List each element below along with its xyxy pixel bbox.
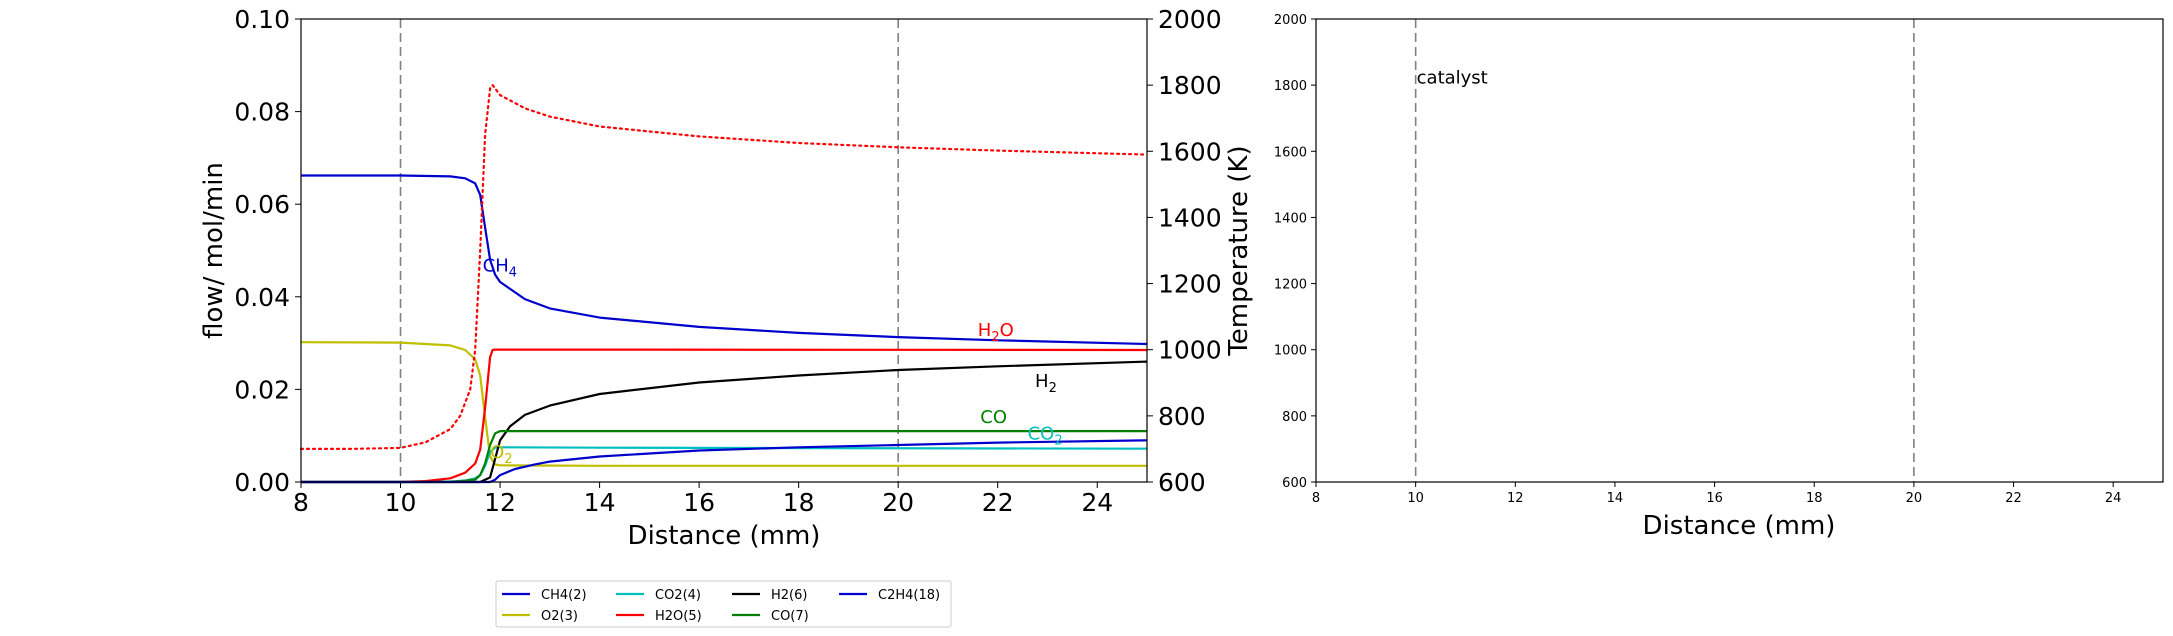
right-y-tick-label: 1800 [1158,71,1222,100]
right-y-tick-label: 1400 [1158,203,1222,232]
right-y-axis-label: Temperature (K) [1224,145,1254,356]
right-x-axis-label: Distance (mm) [1643,511,1836,541]
species-label: CO2 [1028,423,1063,448]
right-y-tick-label: 600 [1282,476,1307,491]
legend-box [495,580,952,628]
left-ticks: 8 10 12 14 16 18 20 22 24 0.00 0.02 0.04 0.06 0.08 0.1… [234,5,1221,517]
left-x-tick-label: 24 [1081,488,1113,517]
species-label: H2 [1035,371,1057,396]
right-y-tick-label: 1800 [1274,79,1307,94]
right-y-tick-label: 800 [1158,402,1206,431]
left-annotations: CH4 H2O H2 CO CO2 O2 [483,255,1063,467]
left-x-tick-label: 20 [882,488,914,517]
left-y-tick-label: 0.06 [234,190,290,219]
right-y-tick-label: 800 [1282,410,1307,425]
right-y-tick-label: 1400 [1274,211,1307,226]
right-x-tick-label: 14 [1607,491,1624,506]
series-line-o23 [300,341,1147,467]
right-y-tick-label: 1000 [1274,344,1307,359]
legend-label: CH4(2) [541,588,587,603]
right-x-tick-label: 20 [1906,491,1923,506]
left-y-tick-label: 0.02 [234,375,290,404]
series-line-c2h418 [301,439,1148,484]
species-label: O2 [490,442,512,467]
left-x-tick-label: 16 [683,488,715,517]
left-y-tick-label: 0.08 [234,98,290,127]
right-y-tick-label: 1600 [1274,145,1307,160]
right-x-tick-label: 16 [1706,491,1723,506]
legend-label: H2O(5) [655,609,702,624]
right-x-tick-label: 18 [1806,491,1823,506]
left-plot-area [299,19,1149,484]
left-x-tick-label: 12 [484,488,516,517]
left-x-axis-label: Distance (mm) [628,521,821,551]
species-label: CH4 [483,255,517,280]
left-y-tick-label: 0.00 [234,468,290,497]
series-line-co24 [301,446,1148,484]
right-chart: 8 10 12 14 16 18 20 22 24 600 800 1000 1200 1400 1600 1… [1274,13,2164,541]
left-chart: 8 10 12 14 16 18 20 22 24 0.00 0.02 0.04 0.06 0.08 0.1… [199,5,1254,628]
left-x-tick-label: 22 [982,488,1014,517]
right-y-tick-label: 1000 [1158,336,1222,365]
left-y-tick-label: 0.04 [234,283,290,312]
legend-label: CO2(4) [655,588,701,603]
left-y-tick-label: 0.10 [234,5,290,34]
right-annotations: catalyst [1417,68,1488,89]
right-y-tick-label: 2000 [1274,13,1307,28]
right-x-tick-label: 10 [1407,491,1424,506]
right-y-tick-label: 600 [1158,468,1206,497]
right-ticks: 8 10 12 14 16 18 20 22 24 600 800 1000 1200 1400 1600 1… [1274,13,2122,506]
right-x-tick-label: 8 [1312,491,1320,506]
legend: CH4(2) O2(3) CO2(4) H2O(5) H2(6) CO(7) C2H4(18… [495,580,952,628]
right-y-tick-label: 1600 [1158,137,1222,166]
left-x-tick-label: 18 [783,488,815,517]
series-line-h2o5 [301,348,1148,484]
series-line-t [299,83,1149,450]
legend-label: CO(7) [771,609,809,624]
legend-label: O2(3) [541,609,578,624]
right-axes-frame [1315,18,2164,483]
catalyst-label: catalyst [1417,68,1488,89]
right-y-tick-label: 1200 [1274,278,1307,293]
left-x-tick-label: 8 [293,488,309,517]
right-y-tick-label: 1200 [1158,270,1222,299]
left-y-axis-label: flow/ mol/min [199,162,229,339]
series-line-co7 [301,430,1147,484]
left-x-tick-label: 10 [385,488,417,517]
species-label: CO [980,407,1007,428]
right-y-tick-label: 2000 [1158,5,1222,34]
legend-label: C2H4(18) [878,588,940,603]
left-x-tick-label: 14 [584,488,616,517]
series-line-ch42 [301,174,1148,346]
legend-label: H2(6) [771,588,807,603]
species-label: H2O [978,320,1014,345]
series-line-h26 [301,360,1148,484]
right-x-tick-label: 22 [2005,491,2022,506]
right-x-tick-label: 24 [2105,491,2122,506]
left-axes-frame [300,18,1148,483]
right-plot-area [1414,19,1915,482]
right-x-tick-label: 12 [1507,491,1524,506]
